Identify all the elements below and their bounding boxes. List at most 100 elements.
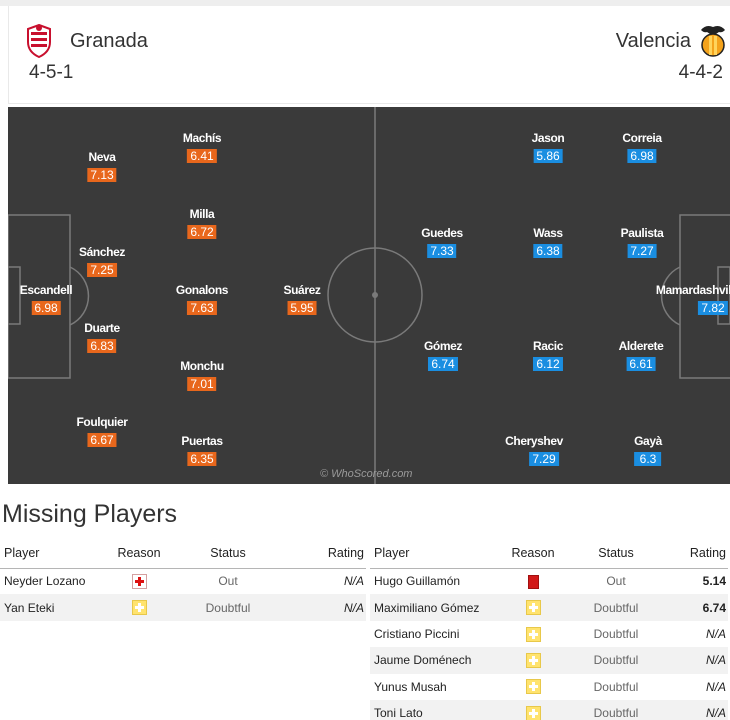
column-header-reason[interactable]: Reason <box>500 538 566 569</box>
player-marker[interactable]: Suárez 5.95 <box>284 283 321 317</box>
player-marker[interactable]: Neva 7.13 <box>87 150 117 184</box>
player-rating: 7.63 <box>187 301 217 315</box>
column-header-player[interactable]: Player <box>370 538 500 569</box>
player-rating: 6.38 <box>533 244 563 258</box>
player-marker[interactable]: Gonalons 7.63 <box>176 283 228 317</box>
player-marker[interactable]: Foulquier 6.67 <box>76 415 128 449</box>
player-marker[interactable]: Puertas 6.35 <box>181 434 223 468</box>
player-name: Mamardashvili <box>655 283 730 297</box>
player-name: Monchu <box>180 359 224 373</box>
player-rating: 7.29 <box>529 452 559 466</box>
rating-value: N/A <box>705 679 726 694</box>
table-row: Cristiano Piccini Doubtful N/A <box>370 621 728 647</box>
player-marker[interactable]: Escandell 6.98 <box>19 283 73 317</box>
red-card-icon <box>527 574 539 589</box>
doubtful-icon <box>131 600 147 616</box>
away-team-name[interactable]: Valencia <box>615 29 691 52</box>
player-marker[interactable]: Monchu 7.01 <box>180 359 224 393</box>
player-name: Suárez <box>283 283 321 297</box>
player-name: Escandell <box>19 283 73 297</box>
player-name: Gayà <box>634 434 662 448</box>
doubtful-icon <box>525 653 541 669</box>
status-text: Doubtful <box>174 594 282 621</box>
player-name: Milla <box>189 207 215 221</box>
column-header-player[interactable]: Player <box>0 538 104 569</box>
player-link[interactable]: Maximiliano Gómez <box>370 594 500 621</box>
player-marker[interactable]: Mamardashvili 7.82 <box>656 283 730 317</box>
doubtful-icon <box>525 600 541 616</box>
player-marker[interactable]: Milla 6.72 <box>187 207 217 241</box>
missing-players-title: Missing Players <box>2 500 178 528</box>
player-rating: 6.98 <box>627 149 657 163</box>
player-marker[interactable]: Gayà 6.3 <box>634 434 662 468</box>
rating-value: N/A <box>666 699 728 720</box>
player-name: Gonalons <box>175 283 229 297</box>
player-marker[interactable]: Paulista 7.27 <box>621 226 664 260</box>
player-name: Racic <box>532 339 564 353</box>
column-header-status[interactable]: Status <box>566 538 666 569</box>
table-row: Neyder Lozano Out N/A <box>0 568 366 594</box>
player-rating: 5.86 <box>533 149 563 163</box>
home-missing-table: Player Reason Status Rating Neyder Lozan… <box>0 538 366 621</box>
player-link[interactable]: Yunus Musah <box>374 679 447 694</box>
player-marker[interactable]: Gómez 6.74 <box>424 339 462 373</box>
player-marker[interactable]: Duarte 6.83 <box>84 321 120 355</box>
player-link[interactable]: Hugo Guillamón <box>374 574 461 589</box>
column-header-rating[interactable]: Rating <box>666 538 728 569</box>
player-rating: 7.27 <box>627 244 657 258</box>
player-rating: 6.41 <box>187 149 217 163</box>
player-name: Foulquier <box>76 415 128 429</box>
player-name: Alderete <box>618 339 664 353</box>
status-text: Doubtful <box>593 626 639 641</box>
rating-value: N/A <box>666 647 728 674</box>
column-header-rating[interactable]: Rating <box>282 538 366 569</box>
table-row: Maximiliano Gómez Doubtful 6.74 <box>370 594 728 621</box>
rating-value: 6.74 <box>666 594 728 621</box>
column-header-status[interactable]: Status <box>174 538 282 569</box>
doubtful-icon <box>525 679 541 695</box>
player-marker[interactable]: Wass 6.38 <box>533 226 563 260</box>
player-link[interactable]: Yan Eteki <box>0 594 104 621</box>
player-name: Guedes <box>421 226 463 240</box>
player-marker[interactable]: Machís 6.41 <box>182 131 222 165</box>
away-team[interactable]: Valencia <box>616 24 726 58</box>
player-marker[interactable]: Guedes 7.33 <box>421 226 463 260</box>
player-name: Gómez <box>423 339 463 353</box>
player-marker[interactable]: Racic 6.12 <box>533 339 563 373</box>
player-marker[interactable]: Cheryshev 7.29 <box>505 434 563 468</box>
player-link[interactable]: Jaume Doménech <box>370 647 500 674</box>
rating-value: N/A <box>282 594 366 621</box>
status-text: Doubtful <box>566 594 666 621</box>
granada-crest-icon <box>27 24 51 58</box>
player-link[interactable]: Cristiano Piccini <box>374 626 460 641</box>
doubtful-icon <box>525 626 541 642</box>
player-marker[interactable]: Sánchez 7.25 <box>79 245 125 279</box>
player-rating: 6.98 <box>31 301 61 315</box>
player-name: Machís <box>182 131 222 145</box>
status-text: Doubtful <box>593 679 639 694</box>
table-row: Toni Lato Doubtful N/A <box>370 699 728 720</box>
player-rating: 6.61 <box>626 357 656 371</box>
player-link[interactable]: Neyder Lozano <box>4 574 86 589</box>
match-header: Granada 4-5-1 Valencia 4-4-2 <box>8 6 730 104</box>
whoscored-watermark: © WhoScored.com <box>320 468 413 480</box>
table-row: Hugo Guillamón Out 5.14 <box>370 568 728 594</box>
home-team[interactable]: Granada <box>26 24 148 58</box>
player-rating: 6.35 <box>187 452 217 466</box>
status-text: Doubtful <box>566 699 666 720</box>
home-team-name[interactable]: Granada <box>70 29 148 52</box>
column-header-reason[interactable]: Reason <box>104 538 174 569</box>
table-row: Yan Eteki Doubtful N/A <box>0 594 366 621</box>
player-marker[interactable]: Alderete 6.61 <box>619 339 664 373</box>
player-rating: 7.82 <box>698 301 728 315</box>
player-link[interactable]: Toni Lato <box>370 699 500 720</box>
player-marker[interactable]: Correia 6.98 <box>622 131 662 165</box>
rating-value: 5.14 <box>702 574 726 589</box>
player-marker[interactable]: Jason 5.86 <box>532 131 565 165</box>
player-rating: 7.25 <box>87 263 117 277</box>
away-missing-table: Player Reason Status Rating Hugo Guillam… <box>370 538 728 720</box>
player-name: Paulista <box>620 226 664 240</box>
status-text: Out <box>606 574 626 589</box>
status-text: Out <box>218 574 238 589</box>
player-name: Duarte <box>84 321 120 335</box>
